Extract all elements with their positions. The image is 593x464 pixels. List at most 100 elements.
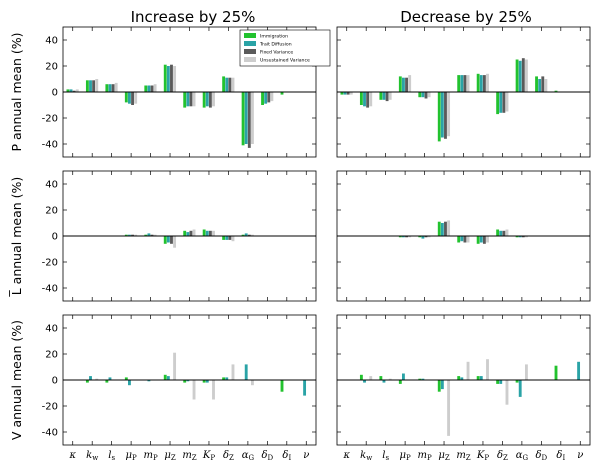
bar-trait-diffusion-5 (166, 66, 170, 92)
bar-fixed-variance-1 (92, 80, 96, 92)
bar-immigration-9 (515, 59, 519, 92)
bar-unsustained-variance-9 (525, 236, 528, 238)
x-tick-label-7: KP (202, 450, 215, 462)
bar-immigration-10 (535, 76, 538, 92)
bar-unsustained-variance-4 (153, 84, 157, 92)
bar-immigration-2 (105, 380, 109, 383)
bar-fixed-variance-8 (228, 77, 232, 92)
bar-immigration-9 (515, 236, 519, 238)
y-tick-label: -40 (42, 140, 58, 151)
bar-fixed-variance-9 (247, 234, 251, 236)
bar-trait-diffusion-6 (186, 232, 190, 236)
bar-fixed-variance-3 (131, 234, 134, 236)
legend-swatch-fixed-variance (244, 49, 256, 54)
bar-unsustained-variance-4 (427, 92, 431, 98)
bar-unsustained-variance-9 (525, 364, 528, 380)
x-tick-label-11: δI (282, 450, 291, 462)
bar-trait-diffusion-7 (205, 92, 209, 107)
x-tick-label-1: kw (86, 450, 98, 462)
bar-fixed-variance-7 (208, 230, 212, 236)
bar-unsustained-variance-8 (505, 380, 509, 405)
x-tick-label-2: ls (108, 450, 115, 462)
bar-trait-diffusion-4 (147, 85, 151, 92)
panel-r1-c1 (336, 170, 591, 302)
bar-immigration-5 (163, 64, 167, 92)
bar-unsustained-variance-8 (505, 229, 509, 236)
bar-unsustained-variance-9 (251, 380, 254, 386)
bar-fixed-variance-2 (111, 84, 115, 92)
bar-trait-diffusion-4 (421, 378, 425, 380)
bar-immigration-8 (496, 229, 500, 236)
bar-trait-diffusion-5 (440, 380, 444, 390)
bar-fixed-variance-6 (189, 92, 193, 107)
bar-unsustained-variance-5 (447, 220, 451, 236)
bar-unsustained-variance-6 (192, 380, 196, 400)
bar-trait-diffusion-5 (166, 236, 170, 243)
bar-unsustained-variance-6 (466, 236, 470, 243)
legend-label-fixed-variance: Fixed Variance (260, 49, 293, 55)
y-tick-label: -20 (42, 258, 58, 269)
y-tick-label: 0 (52, 232, 58, 243)
bar-fixed-variance-9 (247, 92, 251, 148)
bar-fixed-variance-8 (502, 230, 506, 236)
bar-immigration-8 (496, 380, 500, 384)
bar-unsustained-variance-7 (212, 92, 215, 107)
x-tick-label-7: KP (476, 450, 489, 462)
bar-immigration-7 (476, 73, 480, 92)
bar-immigration-1 (85, 380, 89, 383)
x-tick-label-10: δD (536, 450, 548, 462)
bar-immigration-3 (398, 380, 402, 384)
x-tick-label-9: αG (242, 450, 255, 462)
bar-fixed-variance-3 (405, 77, 408, 92)
bar-immigration-6 (457, 236, 461, 243)
bar-immigration-5 (163, 374, 167, 380)
bar-immigration-4 (418, 378, 422, 380)
x-tick-label-4: mP (417, 450, 431, 462)
bar-fixed-variance-7 (482, 75, 486, 92)
legend-label-unsustained-variance: Unsustained Variance (260, 57, 310, 63)
x-tick-label-0: κ (68, 450, 76, 461)
bar-immigration-9 (241, 234, 245, 236)
bar-immigration-7 (476, 376, 480, 380)
bar-immigration-8 (222, 76, 226, 92)
bar-trait-diffusion-12 (303, 380, 307, 396)
bar-trait-diffusion-2 (108, 84, 112, 92)
y-tick-label: 20 (45, 350, 58, 361)
bar-unsustained-variance-8 (505, 92, 509, 112)
bar-trait-diffusion-6 (186, 92, 190, 107)
bar-immigration-7 (202, 92, 206, 108)
bar-fixed-variance-7 (208, 92, 212, 108)
bar-unsustained-variance-10 (270, 92, 274, 102)
bar-immigration-11 (280, 92, 284, 95)
bar-unsustained-variance-7 (486, 359, 489, 380)
bar-unsustained-variance-6 (466, 361, 470, 380)
bar-unsustained-variance-2 (114, 82, 118, 92)
bar-trait-diffusion-2 (382, 92, 386, 100)
x-tick-label-4: mP (143, 450, 157, 462)
bar-immigration-7 (202, 229, 206, 236)
y-tick-label: -40 (42, 428, 58, 439)
bar-immigration-7 (476, 236, 480, 244)
bar-fixed-variance-3 (405, 236, 408, 238)
bar-trait-diffusion-7 (479, 75, 483, 92)
y-tick-label: -20 (42, 114, 58, 125)
bar-unsustained-variance-10 (544, 79, 548, 92)
bar-unsustained-variance-7 (486, 236, 489, 243)
column-title-increase: Increase by 25% (131, 8, 256, 26)
bar-trait-diffusion-7 (205, 380, 209, 383)
bar-unsustained-variance-7 (212, 230, 215, 236)
bar-trait-diffusion-3 (128, 234, 131, 236)
bar-trait-diffusion-9 (518, 380, 522, 397)
bar-trait-diffusion-8 (499, 230, 503, 236)
x-tick-label-12: ν (303, 450, 309, 461)
bar-immigration-3 (124, 92, 128, 103)
bar-trait-diffusion-5 (440, 223, 444, 236)
bar-unsustained-variance-1 (369, 376, 373, 380)
bar-unsustained-variance-9 (525, 59, 528, 92)
bar-unsustained-variance-5 (173, 236, 177, 248)
bar-unsustained-variance-6 (192, 92, 196, 107)
bar-fixed-variance-0 (346, 92, 350, 95)
bar-trait-diffusion-0 (69, 89, 73, 92)
